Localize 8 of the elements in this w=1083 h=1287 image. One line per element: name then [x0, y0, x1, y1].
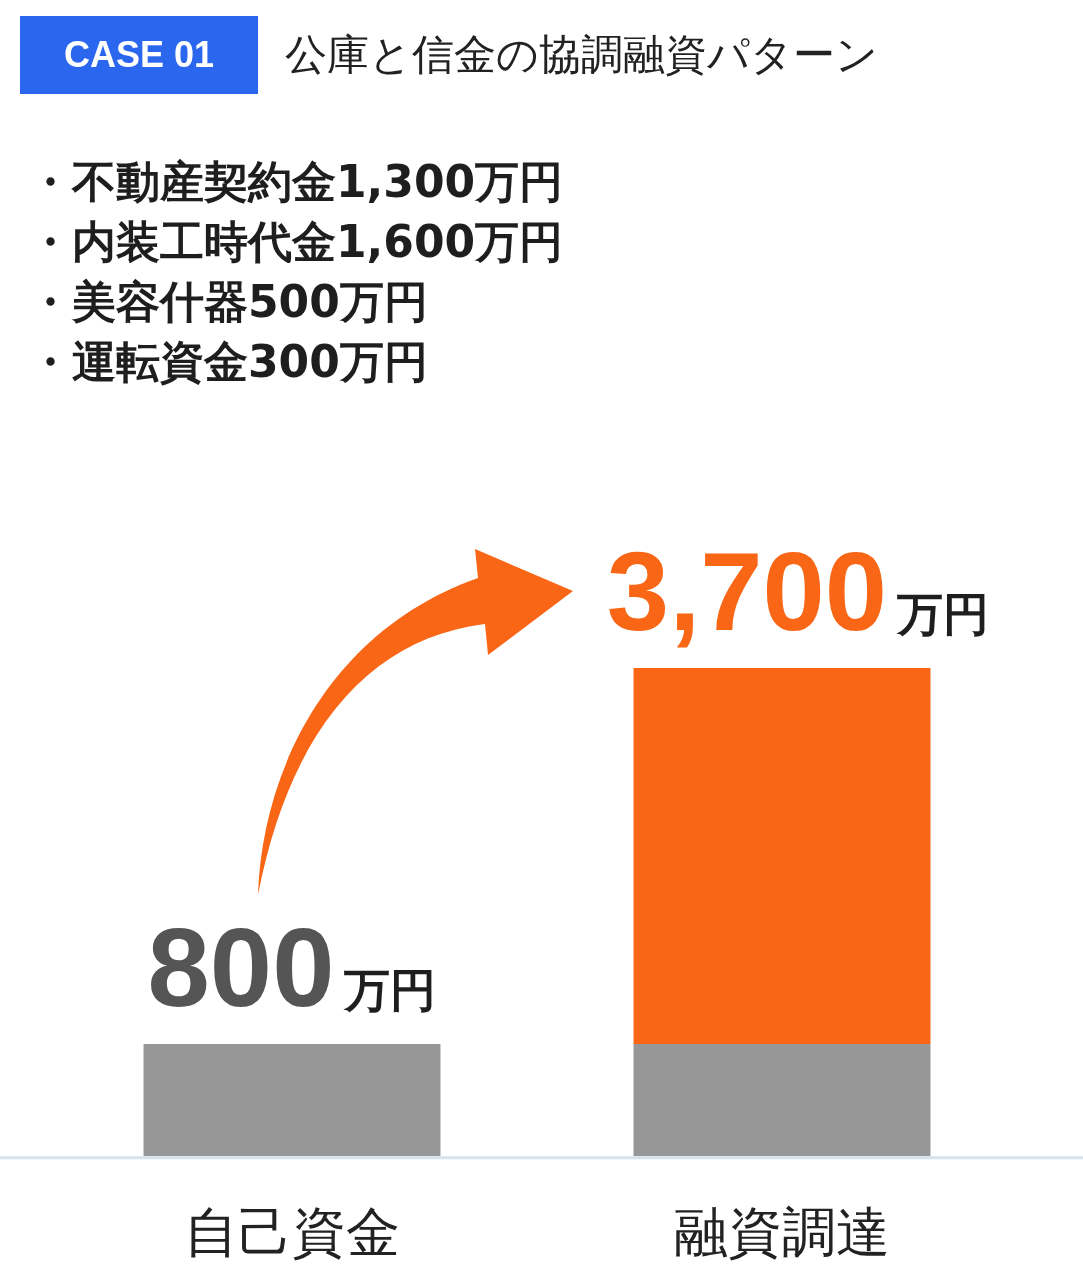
text: ・不動産契約金1,300万円 — [28, 155, 564, 209]
label-badge: CASE 01 — [20, 16, 258, 94]
chart-title: 公庫と信金の協調融資パターン — [285, 29, 878, 81]
text: ・運転資金300万円 — [28, 335, 429, 389]
text: ・美容什器500万円 — [28, 275, 429, 329]
x-tick-label: 融資調達 — [674, 1200, 890, 1264]
x-tick-label: 自己資金 — [184, 1200, 400, 1264]
text: ・内装工時代金1,600万円 — [28, 215, 564, 269]
